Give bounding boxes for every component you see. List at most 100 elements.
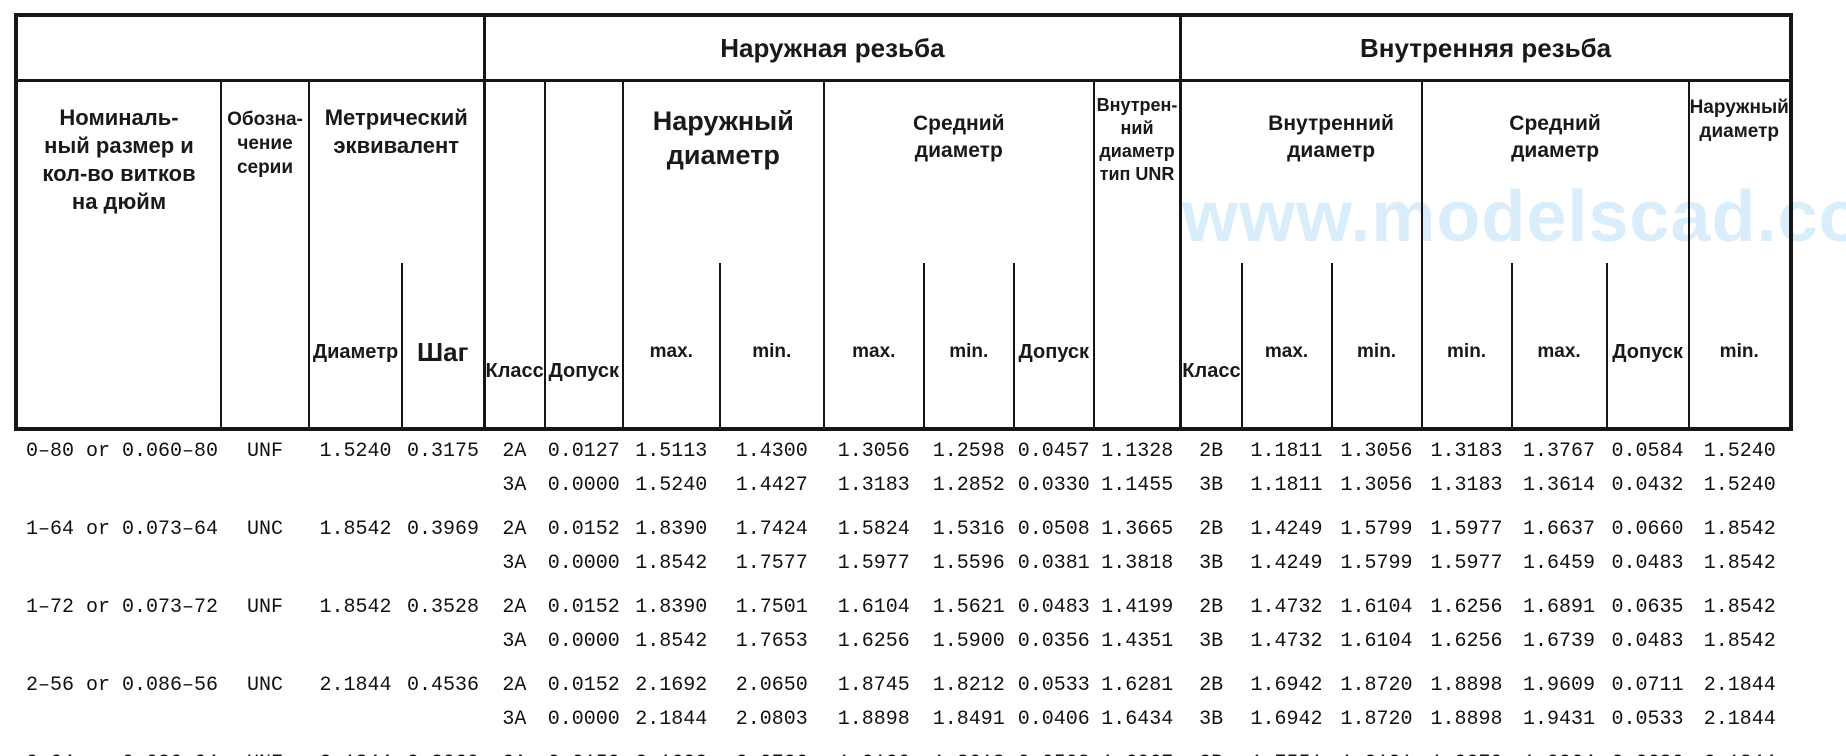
cell-int-pitch-min: 1.6256 [1430, 595, 1503, 619]
cell-pitch-max: 1.3056 [837, 439, 910, 463]
data-row: 3A 0.0000 2.1844 2.0803 1.8898 1.8491 0.0406 1.… [16, 702, 1791, 736]
cell-int-minor-min: 1.3056 [1340, 473, 1413, 497]
cell-int-minor-max: 1.6942 [1250, 673, 1323, 697]
cell-int-pitch-max: 1.6637 [1523, 517, 1596, 541]
group-header-row: Номиналь- ный размер и кол-во витков на … [14, 80, 1793, 431]
cell-major-min: 1.7653 [735, 629, 808, 653]
col-header-int-pitch-min: min. [1420, 263, 1512, 431]
cell-pitch-min: 1.5316 [932, 517, 1005, 541]
nominal-size-cell: 0–80 or 0.060–80 [26, 439, 219, 463]
data-row: 3A 0.0000 1.8542 1.7577 1.5977 1.5596 0.0381 1.… [16, 546, 1791, 580]
metric-diameter-cell [309, 546, 402, 580]
nominal-size-cell [16, 624, 221, 658]
cell-class: 2A [502, 595, 527, 619]
cell-int-pitch-tol: 0.0686 [1607, 746, 1689, 756]
cell-major-min: 1.7424 [735, 517, 808, 541]
cell-int-minor-max: 1.4732 [1250, 629, 1323, 653]
col-header-int-class: Класс [1179, 80, 1242, 431]
cell-int-pitch-min: 1.5977 [1430, 551, 1503, 575]
cell-pitch-max: 1.5824 [837, 517, 910, 541]
cell-major-min: 1.4300 [735, 439, 808, 463]
nominal-size-cell: 2–64 or 0.086–64 [16, 746, 221, 756]
cell-minor-unr: 1.4199 [1101, 595, 1174, 619]
cell-pitch-tol: 0.0457 [1017, 439, 1090, 463]
cell-class: 3A [502, 629, 527, 653]
cell-int-minor-max: 1.4732 [1250, 595, 1323, 619]
cell-int-pitch-min: 1.3183 [1430, 439, 1503, 463]
cell-int-pitch-tol: 0.0635 [1611, 595, 1684, 619]
cell-int-major-min: 2.1844 [1689, 746, 1791, 756]
metric-diameter-cell: 1.8542 [319, 517, 392, 541]
cell-minor-unr: 1.1455 [1101, 473, 1174, 497]
cell-int-pitch-min: 1.8898 [1430, 707, 1503, 731]
cell-pitch-tol: 0.0508 [1014, 746, 1094, 756]
cell-class: 3A [502, 473, 527, 497]
metric-diameter-cell: 1.5240 [319, 439, 392, 463]
col-header-int-major-min: min. [1687, 263, 1793, 431]
cell-pitch-max: 1.9126 [824, 746, 924, 756]
cell-pitch-tol: 0.0330 [1017, 473, 1090, 497]
col-header-int-pitch-max: max. [1510, 263, 1607, 431]
row-spacer [16, 736, 1791, 746]
cell-int-minor-max: 1.4249 [1250, 517, 1323, 541]
cell-int-pitch-max: 1.9609 [1523, 673, 1596, 697]
cell-int-minor-max: 1.7551 [1242, 746, 1332, 756]
row-spacer [16, 580, 1791, 590]
cell-major-max: 1.8542 [635, 629, 708, 653]
nominal-size-cell: 1–72 or 0.073–72 [26, 595, 219, 619]
cell-pitch-tol: 0.0406 [1017, 707, 1090, 731]
cell-pitch-min: 1.2852 [932, 473, 1005, 497]
cell-int-major-min: 1.8542 [1703, 517, 1776, 541]
cell-minor-unr: 1.6434 [1101, 707, 1174, 731]
metric-pitch-cell: 0.3175 [406, 439, 479, 463]
cell-minor-unr: 1.4351 [1101, 629, 1174, 653]
data-row: 3A 0.0000 1.8542 1.7653 1.6256 1.5900 0.0356 1.… [16, 624, 1791, 658]
group-header-metric-equivalent: Метрический эквивалент [308, 80, 484, 263]
cell-int-minor-min: 1.6104 [1340, 595, 1413, 619]
data-row: 2–64 or 0.086–64UNF2.18440.39692A0.01522… [16, 746, 1791, 756]
cell-class: 2A [502, 517, 527, 541]
cell-int-pitch-min: 1.9279 [1422, 746, 1512, 756]
cell-class: 2A [502, 439, 527, 463]
cell-int-class: 2B [1199, 517, 1224, 541]
cell-pitch-max: 1.6104 [837, 595, 910, 619]
cell-major-max: 1.5113 [635, 439, 708, 463]
cell-class: 2A [502, 673, 527, 697]
cell-tolerance: 0.0000 [547, 551, 620, 575]
cell-major-min: 2.0803 [735, 707, 808, 731]
cell-minor-unr: 1.3665 [1101, 517, 1174, 541]
cell-int-pitch-max: 1.6459 [1523, 551, 1596, 575]
cell-tolerance: 0.0152 [547, 595, 620, 619]
col-header-ext-major-min: min. [718, 263, 824, 431]
cell-tolerance: 0.0152 [545, 746, 623, 756]
col-header-ext-class: Класс [482, 80, 545, 431]
col-header-minor-diameter-unr: Внутрен- ний диаметр тип UNR [1092, 80, 1181, 431]
cell-int-class: 3B [1199, 629, 1224, 653]
cell-pitch-min: 1.8618 [924, 746, 1014, 756]
cell-pitch-min: 1.8212 [932, 673, 1005, 697]
cell-tolerance: 0.0000 [547, 473, 620, 497]
metric-pitch-cell [402, 546, 484, 580]
col-header-ext-pitch-max: max. [822, 263, 924, 431]
cell-pitch-max: 1.8898 [837, 707, 910, 731]
cell-major-min: 2.0726 [720, 746, 824, 756]
col-header-ext-pitch-min: min. [922, 263, 1014, 431]
cell-int-class: 2B [1199, 673, 1224, 697]
metric-pitch-cell: 0.3969 [406, 517, 479, 541]
cell-pitch-tol: 0.0483 [1017, 595, 1090, 619]
row-spacer-cell [16, 736, 1791, 746]
col-header-metric-diameter: Диаметр [308, 263, 402, 431]
top-left-empty-cell [14, 13, 484, 82]
metric-diameter-cell [309, 624, 402, 658]
cell-pitch-max: 1.8745 [837, 673, 910, 697]
cell-int-minor-min: 1.5799 [1340, 551, 1413, 575]
cell-int-pitch-max: 1.9964 [1512, 746, 1607, 756]
cell-int-pitch-tol: 0.0483 [1611, 629, 1684, 653]
cell-class: 3A [502, 707, 527, 731]
metric-diameter-cell: 1.8542 [319, 595, 392, 619]
nominal-size-cell: 1–64 or 0.073–64 [26, 517, 219, 541]
cell-int-minor-max: 1.1811 [1250, 473, 1323, 497]
data-row: 0–80 or 0.060–80 UNF 1.5240 0.3175 2A 0.0127 1… [16, 434, 1791, 468]
metric-diameter-cell: 2.1844 [309, 746, 402, 756]
cell-major-max: 1.8542 [635, 551, 708, 575]
